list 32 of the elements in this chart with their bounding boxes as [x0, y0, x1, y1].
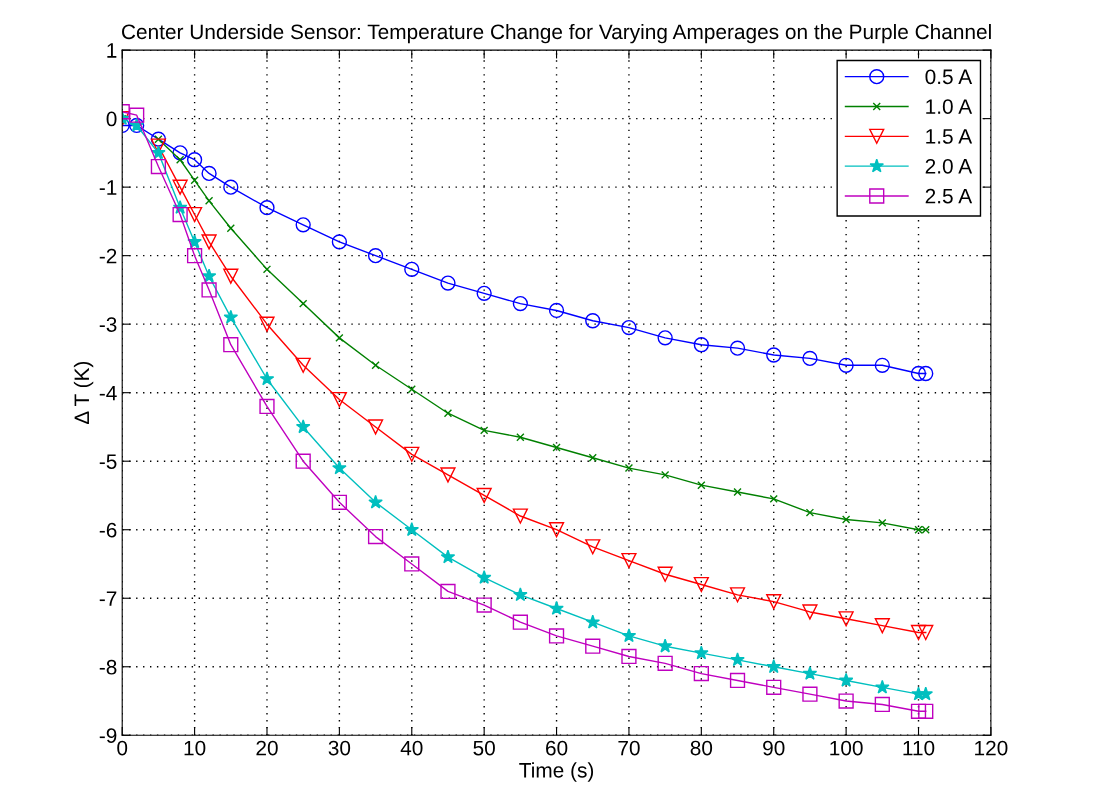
legend-label: 2.0 A — [925, 158, 973, 174]
y-tick-label: -9 — [99, 728, 117, 744]
x-tick-label: 100 — [830, 740, 863, 756]
y-axis-title: Δ T (K) — [73, 361, 94, 425]
y-tick-label: -8 — [99, 659, 117, 675]
chart-title: Center Underside Sensor: Temperature Change for Varying Amperages on the Purple Channel — [122, 23, 991, 44]
x-tick-label: 0 — [117, 740, 128, 756]
x-tick-label: 50 — [473, 740, 495, 756]
legend-label: 1.5 A — [926, 129, 973, 144]
x-tick-label: 80 — [690, 740, 713, 756]
legend-label: 2.5 A — [925, 188, 973, 204]
x-tick-label: 20 — [256, 740, 278, 756]
x-tick-label: 120 — [975, 740, 1008, 756]
y-tick-label: 0 — [106, 111, 117, 127]
y-tick-label: -4 — [99, 385, 117, 401]
y-tick-label: -5 — [99, 454, 117, 469]
y-tick-label: -3 — [99, 317, 117, 332]
x-tick-label: 30 — [328, 740, 351, 756]
y-tick-label: -2 — [99, 248, 117, 264]
x-tick-label: 70 — [618, 740, 640, 756]
legend-label: 0.5 A — [925, 69, 973, 85]
y-tick-label: -7 — [99, 591, 117, 606]
x-axis-title: Time (s) — [519, 762, 594, 782]
y-tick-label: 1 — [107, 43, 117, 58]
y-tick-label: -1 — [99, 180, 117, 195]
x-tick-label: 60 — [546, 740, 568, 756]
legend-label: 1.0 A — [926, 99, 973, 114]
x-tick-label: 90 — [763, 740, 785, 756]
x-tick-label: 10 — [184, 740, 206, 756]
y-tick-label: -6 — [99, 522, 117, 538]
x-tick-label: 40 — [400, 740, 423, 756]
x-tick-label: 110 — [903, 740, 935, 756]
